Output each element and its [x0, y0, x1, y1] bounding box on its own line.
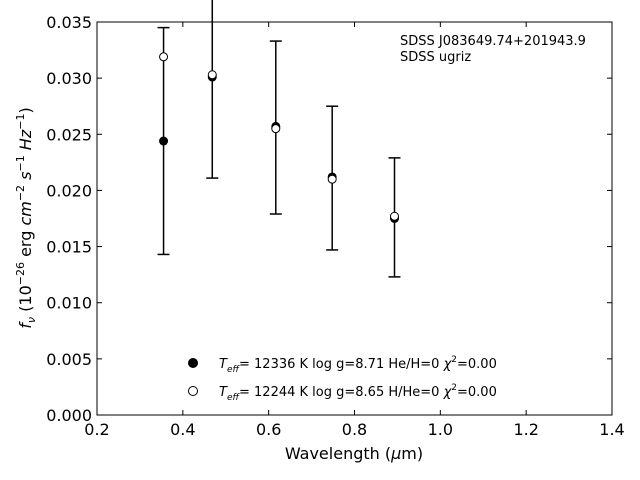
y-tick-label: 0.020: [46, 181, 92, 200]
x-axis: 0.2 0.4 0.6 0.8 1.0 1.2 1.4: [84, 22, 625, 439]
point-open: [327, 174, 337, 184]
y-axis: 0.000 0.005 0.010 0.015 0.020 0.025 0.030 0.035: [46, 13, 612, 425]
point-open: [389, 211, 399, 221]
point-open: [207, 70, 217, 80]
x-axis-label: Wavelength (μm): [285, 444, 423, 463]
x-tick-label: 0.4: [170, 420, 195, 439]
y-axis-label: fν (10−26 erg cm−2 s−1 Hz−1): [14, 107, 38, 328]
y-tick-label: 0.010: [46, 294, 92, 313]
x-tick-label: 1.2: [513, 420, 538, 439]
legend-marker-open: [188, 386, 198, 396]
x-tick-label: 0.6: [256, 420, 281, 439]
y-tick-label: 0.035: [46, 13, 92, 32]
legend: Teff= 12336 K log g=8.71 He/H=0 χ2=0.00 …: [188, 355, 497, 403]
y-tick-label: 0.015: [46, 238, 92, 257]
y-tick-label: 0.005: [46, 350, 92, 369]
y-tick-label: 0.000: [46, 406, 92, 425]
point-open: [271, 124, 281, 134]
x-tick-label: 0.2: [84, 420, 109, 439]
legend-marker-filled: [188, 358, 198, 368]
legend-entry-2: Teff= 12244 K log g=8.65 H/He=0 χ2=0.00: [219, 383, 497, 403]
annotation-survey: SDSS ugriz: [400, 50, 471, 65]
legend-entry-1: Teff= 12336 K log g=8.71 He/H=0 χ2=0.00: [219, 355, 497, 375]
x-tick-label: 0.8: [342, 420, 367, 439]
x-tick-label: 1.0: [428, 420, 453, 439]
data-points: [159, 52, 399, 223]
y-tick-label: 0.030: [46, 69, 92, 88]
point-open: [159, 52, 169, 62]
annotation-object-name: SDSS J083649.74+201943.9: [400, 34, 586, 49]
x-tick-label: 1.4: [599, 420, 624, 439]
point-filled: [159, 136, 169, 146]
plot-area: [96, 21, 613, 416]
y-tick-label: 0.025: [46, 125, 92, 144]
